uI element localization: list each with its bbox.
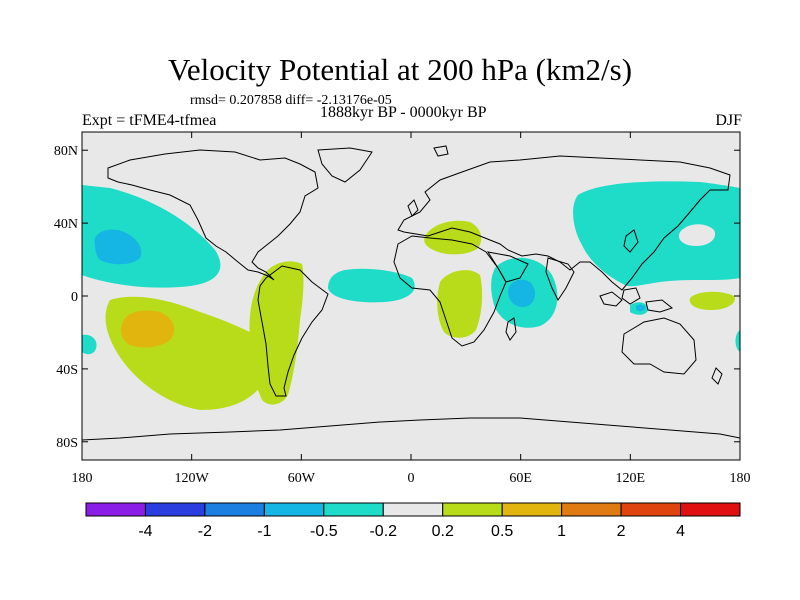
colorbar-label: -1 — [257, 523, 271, 540]
lon-tick-label: 120W — [175, 471, 210, 486]
map-background — [82, 132, 740, 460]
lon-tick-label: 60W — [288, 471, 316, 486]
tropical-atlantic-negative — [328, 268, 415, 303]
lon-tick-label: 0 — [408, 471, 415, 486]
coastlines — [82, 145, 740, 441]
hawaii-core-negative — [94, 229, 142, 265]
colorbar-swatch — [85, 502, 146, 517]
mediterranean-positive — [424, 220, 482, 255]
colorbar-swatch — [144, 502, 206, 517]
lat-tick-label: 40S — [56, 363, 78, 378]
central-africa-positive — [437, 270, 483, 338]
south-america-positive — [249, 261, 304, 405]
pacific-edge-negative — [82, 334, 97, 355]
colorbar-swatch — [204, 502, 265, 517]
colorbar-swatch — [501, 502, 563, 517]
colorbar-label: -4 — [138, 523, 152, 540]
west-pacific-positive — [689, 291, 735, 310]
colorbar-label: 2 — [617, 523, 626, 540]
chart-title: Velocity Potential at 200 hPa (km2/s) — [167, 52, 633, 87]
colorbar-swatch — [263, 502, 325, 517]
colorbar-label: 1 — [557, 523, 566, 540]
east-asia-negative — [573, 181, 740, 287]
colorbar — [85, 502, 741, 517]
south-pacific-core-positive — [121, 310, 175, 348]
axis-ticks — [81, 132, 741, 460]
colorbar-labels: -4 -2 -1 -0.5 -0.2 0.2 0.5 1 2 4 — [138, 523, 685, 540]
lat-tick-label: 80N — [54, 144, 78, 159]
indonesia-core-negative — [636, 304, 646, 312]
colorbar-label: -0.2 — [369, 523, 397, 540]
colorbar-swatch — [442, 502, 503, 517]
north-pacific-neutral — [678, 224, 716, 246]
season-label: DJF — [715, 112, 742, 129]
colorbar-swatch — [382, 502, 444, 517]
indian-ocean-core-negative — [508, 279, 536, 308]
east-pacific-edge-negative — [735, 330, 740, 352]
lat-tick-label: 0 — [71, 290, 78, 305]
colorbar-label: 0.5 — [491, 523, 513, 540]
axis-labels: 180 120W 60W 0 60E 120E 180 80N 40N 0 40S 80S — [54, 144, 751, 486]
colorbar-label: 0.2 — [432, 523, 454, 540]
lat-tick-label: 80S — [56, 436, 78, 451]
colorbar-swatch — [561, 502, 622, 517]
lon-tick-label: 180 — [730, 471, 751, 486]
colorbar-swatch — [620, 502, 682, 517]
lon-tick-label: 120E — [616, 471, 646, 486]
colorbar-label: 4 — [676, 523, 685, 540]
colorbar-label: -0.5 — [310, 523, 338, 540]
experiment-label: Expt = tFME4-tfmea — [82, 112, 217, 129]
lon-tick-label: 60E — [509, 471, 532, 486]
lat-tick-label: 40N — [54, 217, 78, 232]
colorbar-swatch — [323, 502, 384, 517]
stats-subtitle: rmsd= 0.207858 diff= -2.13176e-05 — [190, 93, 392, 108]
period-subtitle: 1888kyr BP - 0000kyr BP — [320, 104, 487, 121]
colorbar-swatch — [680, 502, 741, 517]
colorbar-label: -2 — [198, 523, 212, 540]
lon-tick-label: 180 — [72, 471, 93, 486]
